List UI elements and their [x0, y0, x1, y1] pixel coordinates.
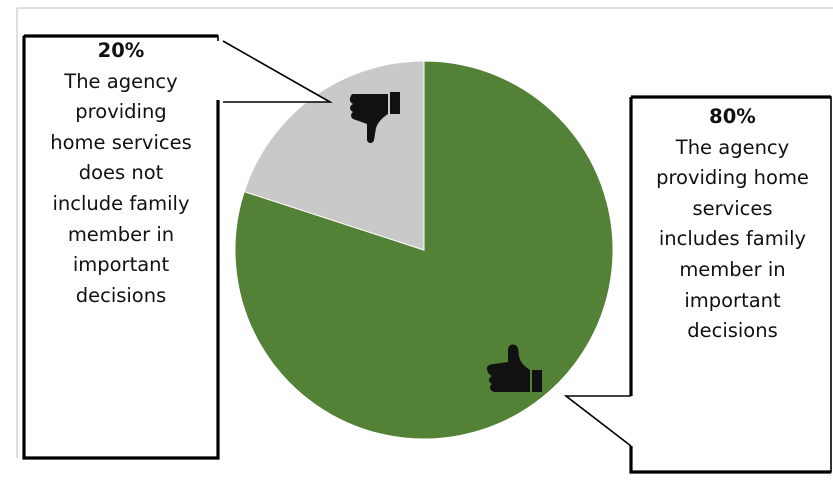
callout-right-line: member in: [679, 257, 786, 281]
callout-right-shadow: [629, 95, 831, 474]
callout-left-line: home services: [50, 130, 192, 154]
callout-left-line: member in: [67, 222, 175, 246]
thumbs-down-icon: [349, 92, 400, 143]
callout-right-line: includes family: [658, 227, 807, 251]
callout-left-line: providing: [75, 100, 167, 124]
callout-left-line: include family: [52, 191, 190, 215]
callout-right-line: providing home: [656, 166, 809, 190]
callout-left-box: [24, 36, 330, 458]
data-label-20: 20%: [97, 39, 145, 62]
callout-left-shadow: [22, 34, 220, 460]
callout-left-line: does not: [78, 161, 164, 185]
data-label-80: 80%: [709, 105, 756, 128]
callout-left-line: decisions: [75, 283, 167, 307]
callout-right-line: services: [692, 196, 773, 220]
callout-right-line: important: [684, 288, 781, 312]
callout-left-line: The agency: [64, 69, 178, 93]
pie-chart: [234, 60, 614, 440]
callout-right-line: decisions: [687, 319, 778, 343]
callout-left-line: important: [72, 253, 170, 277]
callout-right-line: The agency: [675, 135, 790, 159]
callout-left-label: 20% The agency providing home services d…: [36, 36, 206, 311]
callout-right-label: 80% The agency providing home services i…: [640, 102, 825, 347]
thumbs-up-icon: [486, 344, 542, 392]
chart-border: [16, 7, 833, 458]
